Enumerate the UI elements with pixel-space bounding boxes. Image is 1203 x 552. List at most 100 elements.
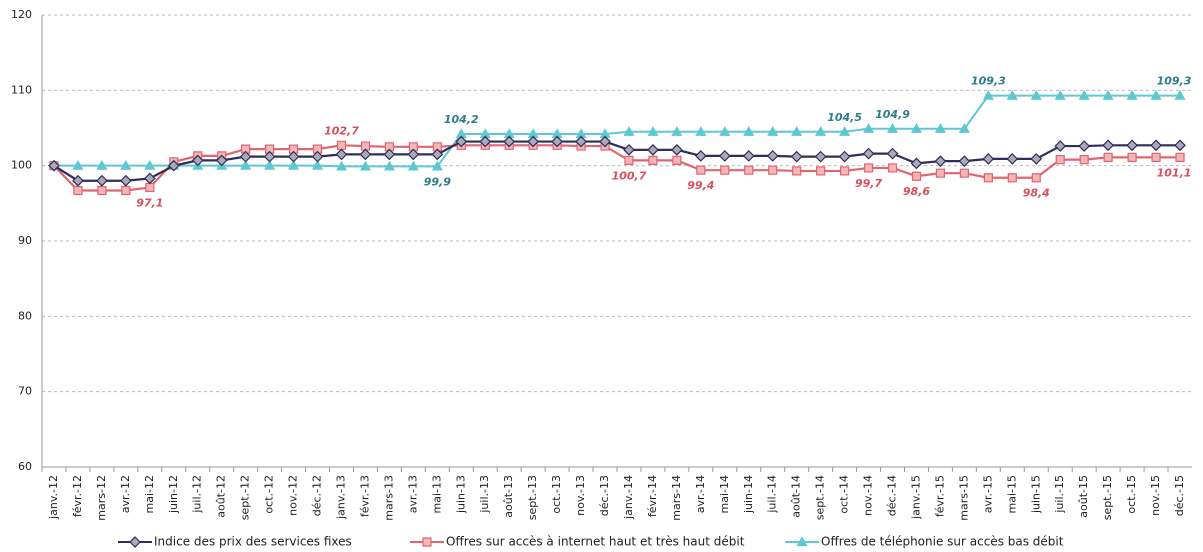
data-point xyxy=(1006,89,1018,100)
x-tick-label: févr.-15 xyxy=(933,475,946,517)
data-point xyxy=(408,142,418,152)
value-label: 98,4 xyxy=(1023,187,1050,200)
data-point xyxy=(96,159,108,170)
data-point xyxy=(240,159,252,170)
x-tick-label: juin-14 xyxy=(742,475,755,514)
data-point xyxy=(167,159,180,172)
data-point xyxy=(191,154,204,167)
value-label: 109,3 xyxy=(1157,75,1192,88)
data-point xyxy=(647,126,659,136)
data-point xyxy=(1126,139,1138,152)
x-tick-label: mai-14 xyxy=(718,475,731,513)
x-tick-label: oct.-14 xyxy=(838,475,851,514)
y-tick-label: 110 xyxy=(11,83,32,96)
data-point xyxy=(767,126,779,136)
x-tick-label: mars-12 xyxy=(95,475,108,521)
data-point xyxy=(935,168,946,178)
data-point xyxy=(719,126,731,136)
data-point xyxy=(623,126,635,136)
data-point xyxy=(72,159,84,170)
value-label: 97,1 xyxy=(136,197,163,210)
x-tick-label: juin-12 xyxy=(167,475,180,514)
data-point xyxy=(1078,89,1090,100)
data-point xyxy=(1150,139,1162,152)
data-point xyxy=(383,148,396,161)
data-point xyxy=(360,141,371,151)
data-point xyxy=(1031,173,1041,183)
data-point xyxy=(671,126,683,136)
data-point xyxy=(144,159,156,170)
data-point xyxy=(671,143,683,156)
data-point xyxy=(1007,173,1017,183)
data-point xyxy=(695,126,707,136)
data-point xyxy=(1102,139,1114,152)
x-tick-label: juin-15 xyxy=(1029,475,1042,514)
data-point xyxy=(311,159,324,170)
data-point xyxy=(432,142,442,152)
data-point xyxy=(384,142,394,152)
x-tick-label: août-15 xyxy=(1077,475,1090,518)
x-tick-label: oct.-12 xyxy=(263,475,276,514)
data-point xyxy=(288,159,300,170)
data-point xyxy=(407,160,419,171)
data-point xyxy=(1174,89,1186,100)
x-tick-label: févr.-14 xyxy=(646,475,659,517)
data-point xyxy=(648,155,658,165)
data-point xyxy=(359,148,372,161)
data-point xyxy=(1151,152,1161,162)
x-tick-label: déc.-12 xyxy=(311,475,324,516)
x-tick-label: avr.-13 xyxy=(406,475,419,513)
data-point xyxy=(766,150,779,162)
data-point xyxy=(1174,139,1186,152)
value-label: 104,2 xyxy=(444,113,479,126)
x-tick-label: nov.-15 xyxy=(1149,475,1162,516)
data-point xyxy=(743,126,755,136)
x-tick-label: août-12 xyxy=(215,475,228,518)
data-point xyxy=(814,150,827,163)
y-tick-label: 70 xyxy=(18,385,32,398)
legend-label: Offres sur accès à internet haut et très… xyxy=(446,535,745,549)
data-point xyxy=(263,150,276,163)
x-tick-label: nov.-13 xyxy=(574,475,587,516)
data-point xyxy=(744,165,754,175)
x-tick-label: avr.-14 xyxy=(694,475,707,513)
value-label: 101,1 xyxy=(1157,166,1192,179)
data-point xyxy=(479,135,492,148)
data-point xyxy=(983,173,993,183)
x-tick-label: juin-13 xyxy=(454,475,467,514)
legend-marker xyxy=(796,536,808,547)
x-tick-label: déc.-15 xyxy=(1173,475,1186,516)
data-point xyxy=(241,144,251,154)
data-point xyxy=(623,143,635,156)
data-point xyxy=(791,126,803,136)
x-tick-label: janv.-15 xyxy=(909,475,922,520)
data-point xyxy=(1127,152,1137,162)
x-tick-label: sept.-15 xyxy=(1101,475,1114,520)
data-point xyxy=(575,135,587,148)
value-label: 99,7 xyxy=(855,177,882,190)
data-point xyxy=(863,123,875,133)
data-point xyxy=(97,185,107,196)
y-tick-label: 60 xyxy=(18,460,32,473)
value-label: 98,6 xyxy=(903,185,930,198)
y-tick-label: 80 xyxy=(18,309,32,322)
data-point xyxy=(1102,89,1114,100)
x-tick-label: sept.-14 xyxy=(814,475,827,520)
x-tick-label: janv.-13 xyxy=(334,475,347,520)
data-point xyxy=(838,150,851,163)
x-tick-label: juil.-14 xyxy=(766,475,779,514)
x-tick-label: sept.-12 xyxy=(239,475,252,520)
data-point xyxy=(431,148,444,161)
data-point xyxy=(720,165,730,175)
value-label: 99,4 xyxy=(687,179,714,192)
data-point xyxy=(1150,89,1162,100)
data-point xyxy=(910,123,923,133)
data-point xyxy=(911,171,922,181)
value-label: 102,7 xyxy=(324,124,359,137)
y-tick-label: 100 xyxy=(11,159,32,172)
x-tick-label: oct.-13 xyxy=(550,475,563,514)
data-point xyxy=(1175,152,1185,162)
legend-marker xyxy=(129,536,141,548)
data-point xyxy=(145,182,155,193)
